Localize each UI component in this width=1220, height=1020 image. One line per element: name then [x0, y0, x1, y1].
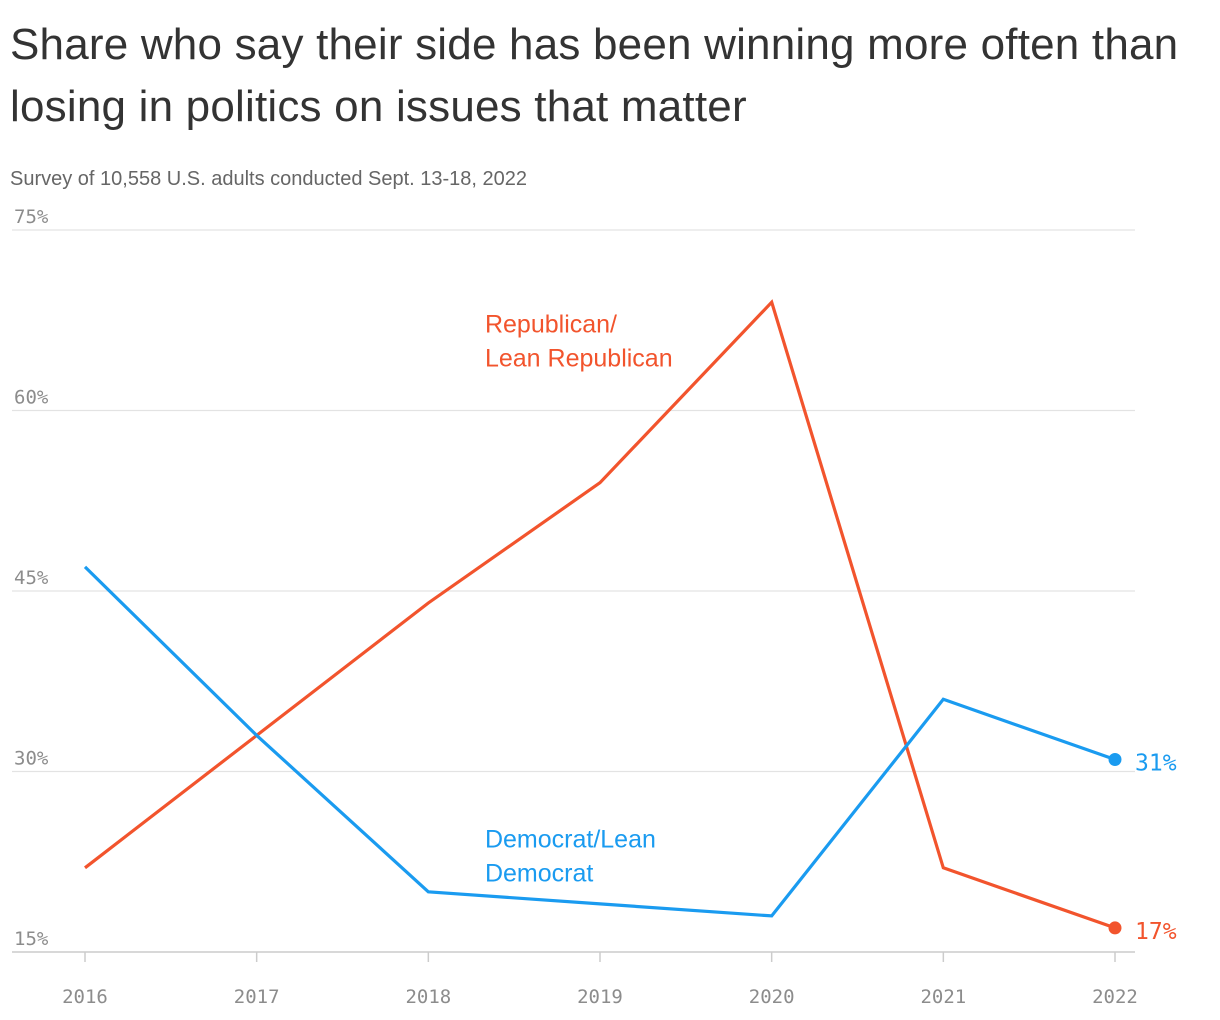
x-tick-label: 2019 [577, 986, 623, 1008]
y-tick-label: 30% [14, 748, 49, 770]
grid-layer [12, 229, 1135, 953]
x-tick-label: 2022 [1092, 986, 1138, 1008]
end-value-label-rep: 17% [1135, 919, 1177, 945]
series-name-label-dem: Democrat/Lean Democrat [485, 825, 656, 887]
y-tick-label: 60% [14, 387, 49, 409]
series-name-line: Republican/ [485, 310, 617, 338]
series-name-line: Lean Republican [485, 344, 673, 372]
chart-title: Share who say their side has been winnin… [10, 20, 1179, 131]
y-tick-label: 45% [14, 567, 49, 589]
series-name-line: Democrat/Lean [485, 825, 656, 853]
end-point-dem [1108, 752, 1122, 766]
x-tick-label: 2020 [749, 986, 795, 1008]
end-point-rep [1108, 921, 1122, 935]
series-layer [83, 299, 1122, 935]
x-tick-label: 2017 [234, 986, 280, 1008]
y-tick-label: 15% [14, 928, 49, 950]
series-line-dem [83, 565, 1116, 918]
axis-layer: 15% 30% 45% 60% 75% 2016 2017 2018 2019 2020 2021 2… [14, 206, 1138, 1008]
label-layer: 17% Republican/Lean Republican 31% Democrat… [485, 310, 1177, 945]
x-tick-label: 2021 [920, 986, 966, 1008]
y-tick-label: 75% [14, 206, 49, 228]
x-tick-label: 2016 [62, 986, 108, 1008]
x-tick-label: 2018 [405, 986, 451, 1008]
chart-subtitle: Survey of 10,558 U.S. adults conducted S… [10, 168, 528, 190]
series-name-label-rep: Republican/Lean Republican [485, 310, 673, 372]
end-value-label-dem: 31% [1135, 750, 1177, 776]
series-name-line: Democrat [485, 859, 593, 887]
